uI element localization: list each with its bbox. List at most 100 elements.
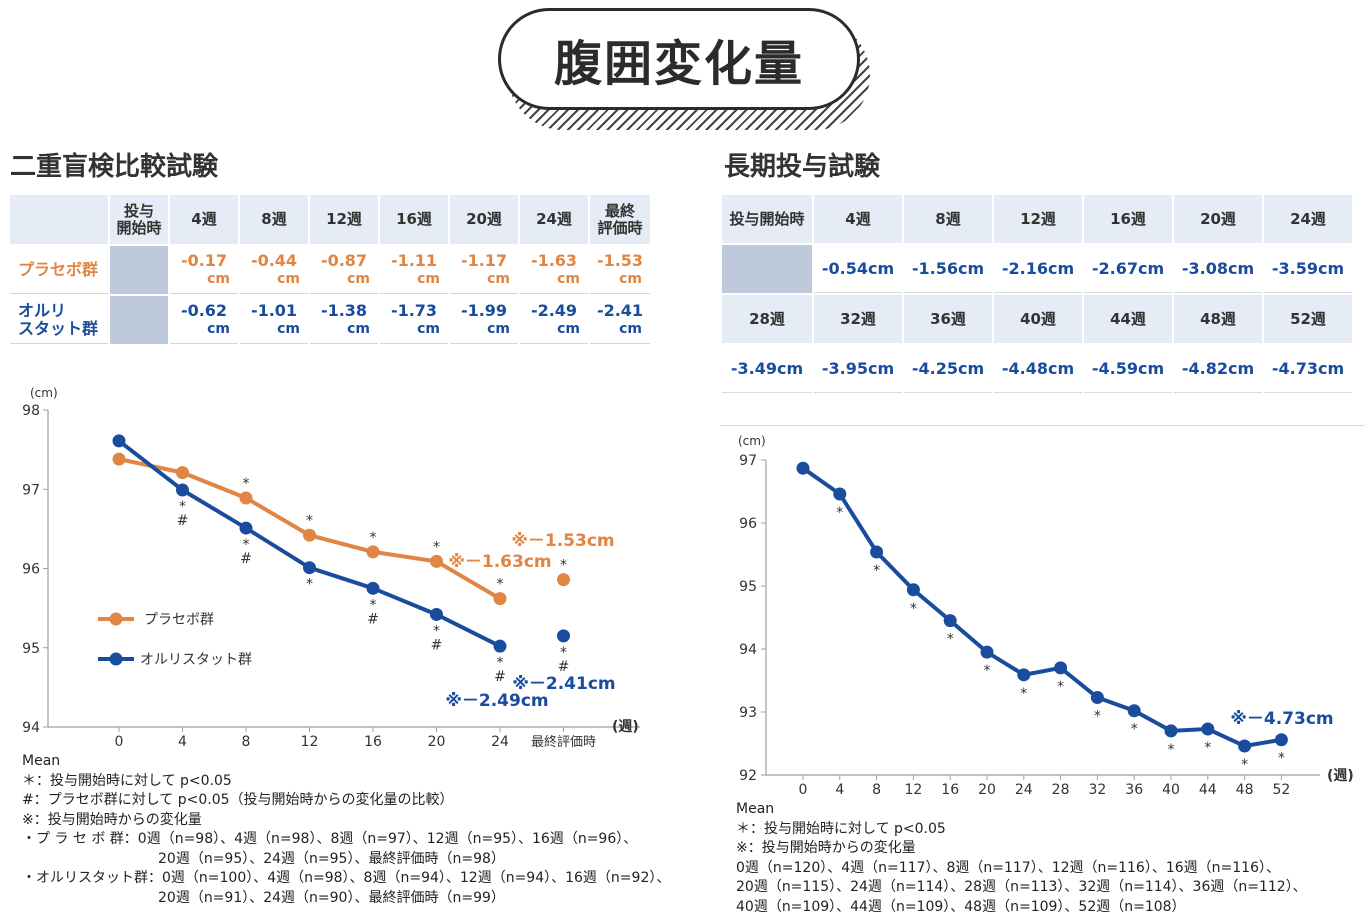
y-tick-label: 95 — [739, 579, 757, 595]
baseline-cell — [722, 245, 812, 293]
value-annotation: ※－1.63cm — [448, 552, 551, 572]
right-table-header-text: 20週 — [1200, 210, 1236, 228]
left-table-header: 最終 評価時 — [590, 195, 650, 244]
x-tick-label: 12 — [904, 782, 922, 798]
right-table-header-text: 12週 — [1020, 210, 1056, 228]
value-annotation: ※－2.49cm — [445, 691, 548, 711]
title-badge: 腹囲変化量 — [498, 8, 878, 133]
table-cell: -4.25cm — [904, 345, 992, 393]
right-table-header: 12週 — [994, 195, 1082, 243]
right-table-header-text: 24週 — [1290, 210, 1326, 228]
right-table-header-text: 28週 — [749, 310, 785, 328]
cell-value: -1.11 — [380, 252, 448, 270]
note-line: ※：投与開始時からの変化量 — [22, 811, 670, 831]
table-cell: -2.67cm — [1084, 245, 1172, 293]
final-data-point — [557, 629, 570, 642]
cell-unit: cm — [450, 320, 518, 338]
left-table-header-text: 8週 — [261, 210, 286, 228]
right-table-header: 16週 — [1084, 195, 1172, 243]
right-table-header-text: 16週 — [1110, 210, 1146, 228]
y-tick-label: 98 — [22, 403, 40, 419]
cell-unit: cm — [240, 270, 308, 288]
table-cell: -3.59cm — [1264, 245, 1352, 293]
x-tick-label: 8 — [872, 782, 881, 798]
right-table-header-text: 48週 — [1200, 310, 1236, 328]
cell-value: -4.59cm — [1092, 359, 1164, 378]
table-cell: -1.56cm — [904, 245, 992, 293]
data-point — [1275, 733, 1288, 746]
x-tick-label: 32 — [1088, 782, 1106, 798]
data-point — [1201, 723, 1214, 736]
baseline-cell — [110, 246, 168, 294]
data-point — [1238, 740, 1251, 753]
right-table-header: 40週 — [994, 295, 1082, 343]
note-line: Mean — [22, 752, 670, 772]
significance-mark: * — [984, 663, 991, 679]
cell-unit: cm — [520, 320, 588, 338]
x-tick-label: 0 — [799, 782, 808, 798]
significance-mark: * — [873, 563, 880, 579]
data-point — [240, 491, 253, 504]
right-table-header: 28週 — [722, 295, 812, 343]
left-notes: Mean ＊：投与開始時に対して p<0.05 #：プラセボ群に対して p<0.… — [22, 752, 670, 908]
x-tick-label: 8 — [242, 734, 251, 750]
x-tick-label: 52 — [1272, 782, 1290, 798]
note-line: ＊：投与開始時に対して p<0.05 — [736, 820, 1307, 840]
left-table: 投与 開始時 4週 8週 12週 16週 20週 24週 最終 評価時 プラセボ… — [8, 193, 652, 346]
x-tick-label: 16 — [364, 734, 382, 750]
cell-value: -0.44 — [240, 252, 308, 270]
value-annotation: ※－1.53cm — [511, 531, 614, 551]
significance-mark: * — [1278, 751, 1285, 767]
data-point — [430, 608, 443, 621]
left-table-header-text: 4週 — [191, 210, 216, 228]
page-title: 腹囲変化量 — [554, 24, 804, 94]
right-table-header-text: 40週 — [1020, 310, 1056, 328]
series-line — [803, 468, 1281, 746]
left-table-header: 12週 — [310, 195, 378, 244]
x-unit-label: (週) — [1327, 768, 1354, 784]
row-label-orlistat: オルリ スタット群 — [10, 296, 108, 344]
cell-unit: cm — [450, 270, 518, 288]
note-line: 0週（n=120）、4週（n=117）、8週（n=117）、12週（n=116）… — [736, 859, 1307, 879]
y-unit-label: (cm) — [30, 386, 58, 400]
row-label-text: プラセボ群 — [18, 260, 98, 279]
cell-value: -1.63 — [520, 252, 588, 270]
left-table-header: 16週 — [380, 195, 448, 244]
data-point — [494, 592, 507, 605]
cell-value: -2.49 — [520, 302, 588, 320]
cell-value: -0.17 — [170, 252, 238, 270]
data-point — [1165, 724, 1178, 737]
data-point — [367, 545, 380, 558]
cell-value: -2.16cm — [1002, 259, 1074, 278]
significance-mark: # — [431, 637, 443, 653]
y-tick-label: 96 — [22, 562, 40, 578]
cell-unit: cm — [590, 270, 650, 288]
cell-value: -3.49cm — [731, 359, 803, 378]
table-row: -3.49cm -3.95cm -4.25cm -4.48cm -4.59cm … — [722, 345, 1352, 393]
data-point — [494, 640, 507, 653]
table-cell: -3.08cm — [1174, 245, 1262, 293]
left-table-header: 20週 — [450, 195, 518, 244]
right-table: 投与開始時 4週 8週 12週 16週 20週 24週 -0.54cm -1.5… — [720, 193, 1354, 395]
left-table-header-text: 20週 — [466, 210, 502, 228]
y-tick-label: 97 — [22, 482, 40, 498]
right-heading: 長期投与試験 — [724, 146, 880, 183]
y-unit-label: (cm) — [738, 434, 766, 448]
cell-value: -0.62 — [170, 302, 238, 320]
data-point — [833, 488, 846, 501]
cell-value: -4.25cm — [912, 359, 984, 378]
legend-marker — [110, 653, 123, 666]
right-table-header: 20週 — [1174, 195, 1262, 243]
data-point — [981, 646, 994, 659]
cell-value: -1.17 — [450, 252, 518, 270]
significance-mark: * — [370, 530, 377, 546]
significance-mark: * — [560, 558, 567, 574]
